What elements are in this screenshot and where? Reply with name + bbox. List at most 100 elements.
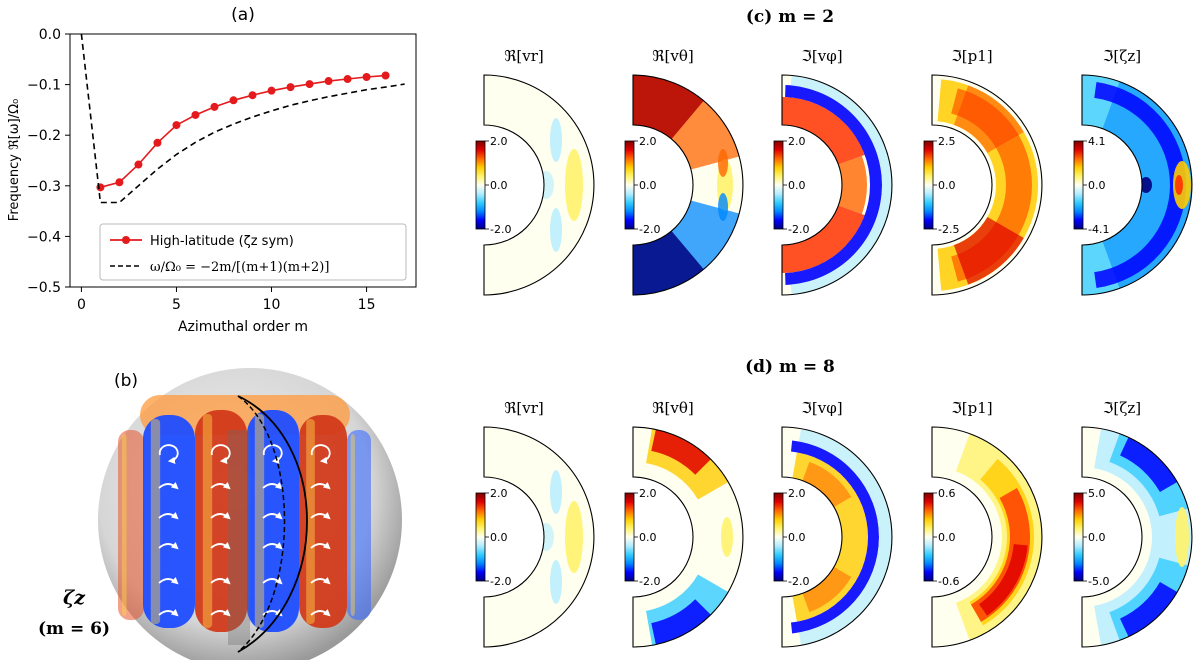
colorbar-mid-label: 0.0 (490, 531, 508, 544)
field-band (802, 461, 852, 507)
panel-a-label: (a) (231, 5, 255, 25)
series-high-latitude-point (267, 86, 276, 95)
colorbar-min-label: -0.6 (938, 575, 959, 588)
legend-entry-high-latitude: High-latitude (ζz sym) (150, 234, 294, 249)
series-high-latitude-point (248, 91, 257, 100)
meridian-solid-curve (237, 395, 308, 653)
vortex-column-highlight (150, 419, 161, 624)
meridional-panel: ℑ[vφ] 2.0 0.0 -2.0 (773, 47, 893, 296)
flow-arrow (262, 511, 283, 520)
colorbar-mid-label: 0.0 (938, 179, 956, 192)
field-blob (1175, 175, 1183, 195)
colorbar-mid-label: 0.0 (1088, 531, 1106, 544)
y-tick-label: −0.1 (27, 78, 61, 94)
series-high-latitude-point (229, 96, 238, 105)
field-pattern (633, 75, 740, 295)
series-high-latitude-point (343, 75, 352, 84)
flow-arrow (158, 481, 179, 490)
annulus-outline (931, 74, 1043, 296)
field-band (785, 85, 882, 285)
field-band (1120, 582, 1178, 637)
panel-a-plot-frame (69, 33, 417, 288)
panel-a-line-chart: (a) 0.0 −0.1 −0.2 −0.3 −0.4 −0.5 0 5 10 15 Azimu… (7, 5, 417, 335)
field-band (953, 217, 1024, 285)
annulus-background (484, 75, 594, 295)
series-high-latitude-point (305, 80, 314, 89)
series-high-latitude-point (324, 77, 333, 86)
field-pattern (1094, 428, 1192, 646)
panel-d-heatmap-row: ℜ[vr] 2.0 0.0 -2.0 ℜ[vθ] 2.0 0.0 -2.0 ℑ[vφ] 2.0 0.… (475, 399, 1193, 648)
field-blob (1175, 507, 1189, 567)
annulus-outline (931, 426, 1043, 648)
field-label: ℑ[ζz] (1103, 47, 1141, 65)
colorbar-mid-label: 0.0 (1088, 179, 1106, 192)
colorbar-mid-label: 0.0 (639, 531, 657, 544)
panel-b-caption-zeta: ζz (63, 587, 86, 609)
meridional-panel: ℜ[vθ] 2.0 0.0 -2.0 (624, 47, 744, 296)
field-band (790, 75, 892, 295)
flow-arrow (262, 481, 283, 490)
colorbar-max-label: 0.6 (938, 487, 956, 500)
panel-a-x-axis-label: Azimuthal order m (178, 319, 308, 335)
field-band (838, 155, 868, 215)
series-high-latitude-point (172, 121, 181, 130)
field-band (633, 75, 704, 140)
vortex-column (143, 415, 195, 628)
series-high-latitude-point (115, 178, 124, 187)
colorbar-max-label: 2.0 (639, 135, 657, 148)
colorbar-max-label: 2.0 (639, 487, 657, 500)
annulus-outline (1081, 74, 1193, 296)
field-band (651, 429, 711, 475)
annulus-outline (632, 426, 744, 648)
annulus-outline (483, 74, 595, 296)
colorbar-min-label: -2.0 (639, 575, 660, 588)
colorbar-min-label: -2.0 (639, 223, 660, 236)
flow-arrow (262, 541, 283, 550)
vortex-columns (118, 395, 371, 645)
flow-arrow (210, 576, 231, 585)
field-pattern (782, 75, 892, 295)
field-pattern (538, 470, 583, 604)
vortex-column-highlight (121, 434, 127, 616)
annulus-outline (483, 426, 595, 648)
field-label: ℜ[vr] (504, 399, 544, 417)
flow-arrow (310, 608, 331, 617)
panel-a-x-axis: 0 5 10 15 (77, 287, 375, 313)
field-blob (550, 118, 562, 162)
meridional-panel: ℑ[p1] 2.5 0.0 -2.5 (923, 47, 1043, 296)
annulus-outline (781, 426, 893, 648)
flow-arrow (262, 576, 283, 585)
vortex-column (195, 410, 247, 632)
meridional-panel: ℜ[vθ] 2.0 0.0 -2.0 (624, 399, 744, 648)
vortex-column-highlight (306, 419, 315, 624)
colorbar-mid-label: 0.0 (639, 179, 657, 192)
colorbar (773, 492, 784, 582)
colorbar-max-label: 2.0 (490, 135, 508, 148)
field-pattern (937, 79, 1039, 291)
meridional-panel: ℑ[vφ] 2.0 0.0 -2.0 (773, 399, 893, 648)
field-label: ℑ[p1] (951, 399, 992, 417)
series-high-latitude-point (286, 83, 295, 92)
colorbar (475, 492, 486, 582)
flow-arrow (210, 511, 231, 520)
circulation-arrow (158, 444, 179, 464)
field-label: ℑ[vφ] (801, 399, 842, 417)
field-label: ℜ[vθ] (652, 47, 693, 65)
flow-arrows (158, 444, 331, 617)
vortex-column (299, 415, 347, 628)
vortex-top-cap (140, 395, 350, 435)
vortex-column (247, 410, 299, 632)
vortex-column-highlight (254, 414, 265, 628)
y-tick-label: −0.5 (27, 280, 61, 296)
y-tick-label: −0.4 (27, 229, 61, 245)
meridional-panel: ℜ[vr] 2.0 0.0 -2.0 (475, 399, 595, 648)
flow-arrow (310, 576, 331, 585)
panel-a-legend: High-latitude (ζz sym) ω/Ω₀ = −2m/[(m+1)… (99, 223, 407, 281)
colorbar-max-label: 2.0 (788, 487, 806, 500)
series-high-latitude-point (153, 138, 162, 147)
field-band (782, 97, 865, 165)
series-high-latitude-point (381, 71, 390, 80)
field-band (979, 544, 1028, 616)
circulation-arrow (310, 444, 331, 464)
